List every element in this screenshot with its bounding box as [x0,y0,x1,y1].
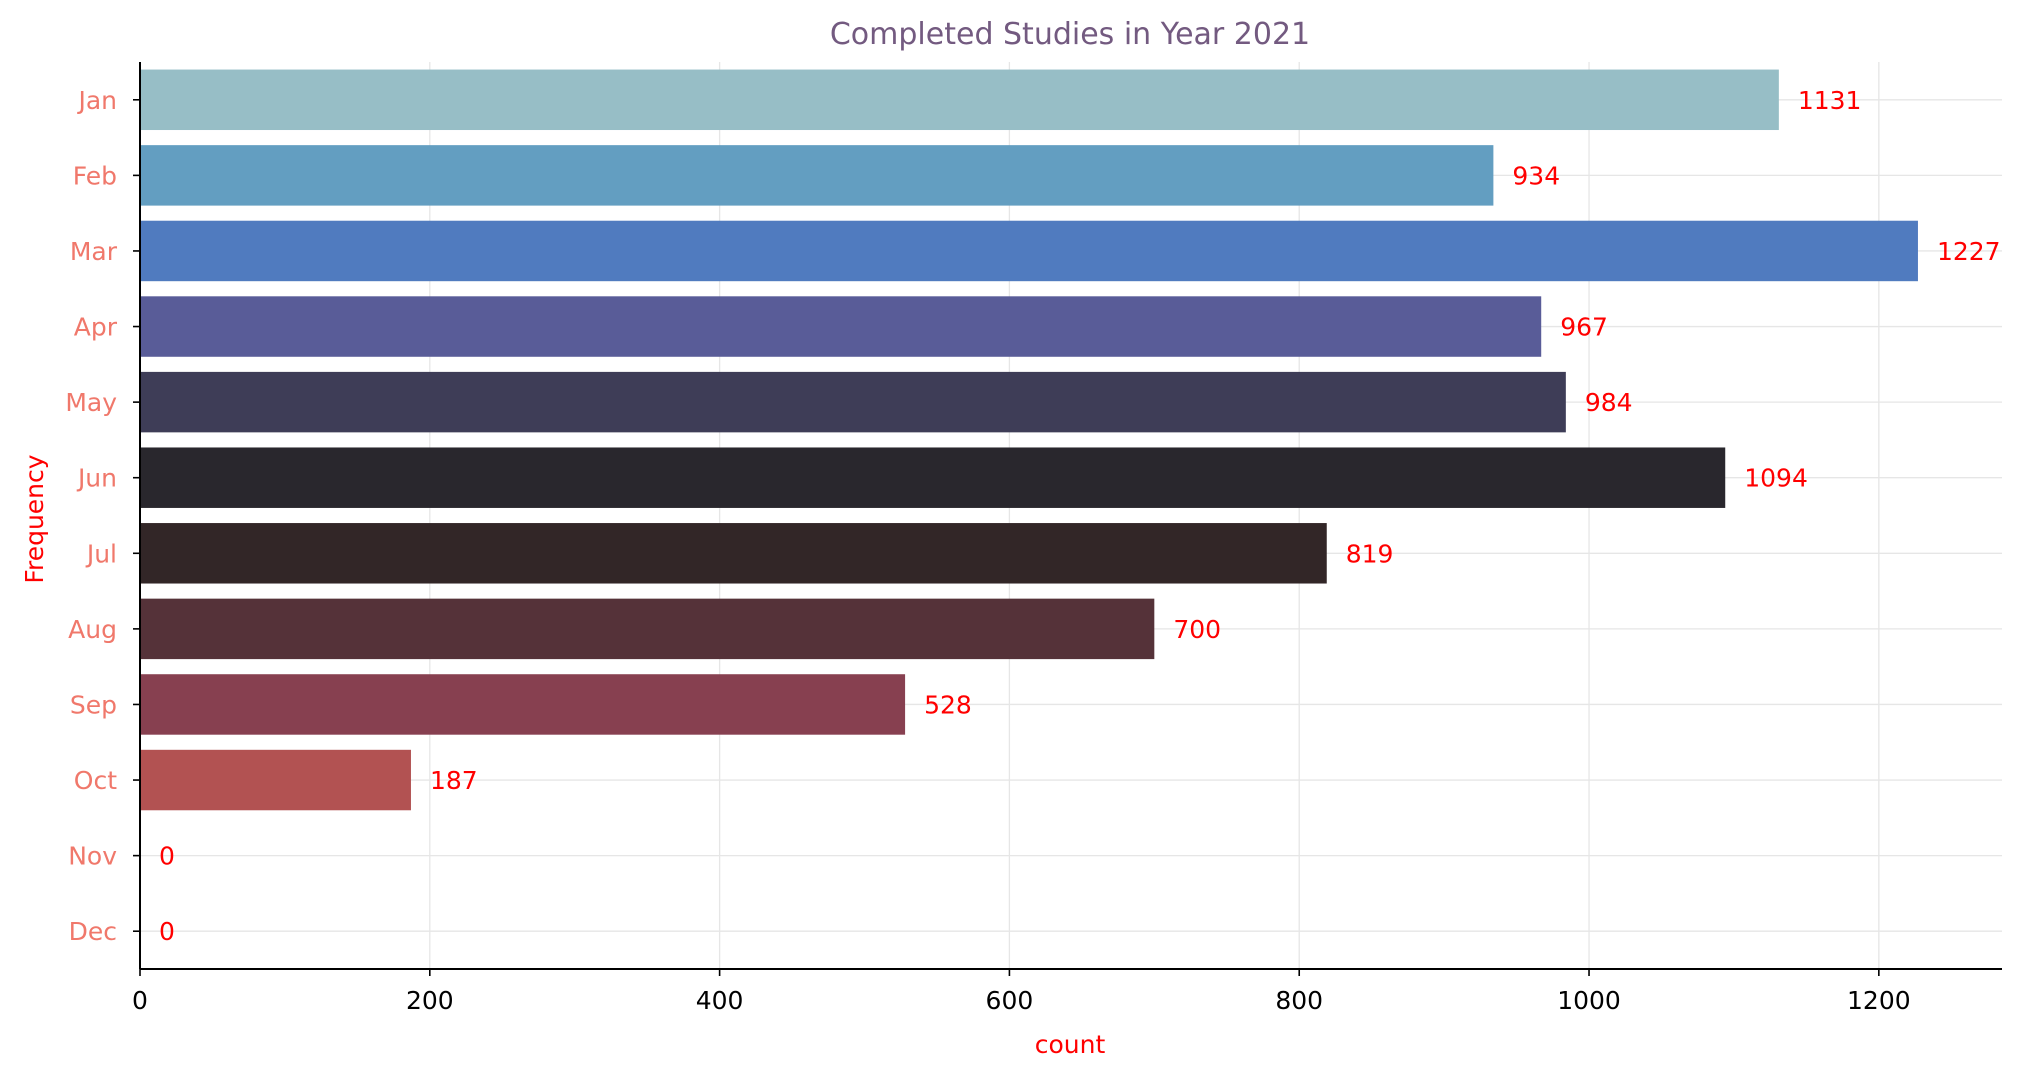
bar-may [140,371,1566,433]
x-tick-label: 200 [406,986,454,1015]
data-label-dec: 0 [159,917,175,946]
x-tick-label: 1200 [1847,986,1911,1015]
y-tick-label-nov: Nov [68,842,117,871]
y-tick-label-oct: Oct [74,766,117,795]
bars [140,69,1918,811]
tick-labels: Jan Feb Mar Apr May Jun Jul Aug Sep Oct Nov Dec 0 200… [65,86,1910,1015]
y-tick-label-apr: Apr [74,313,118,342]
axes [133,62,2002,976]
data-label-sep: 528 [924,690,972,719]
bar-feb [140,145,1494,206]
bar-jul [140,523,1327,584]
data-label-may: 984 [1585,388,1633,417]
data-label-apr: 967 [1560,313,1608,342]
x-tick-label: 400 [696,986,744,1015]
x-tick-label: 600 [986,986,1034,1015]
data-label-aug: 700 [1173,615,1221,644]
y-tick-label-dec: Dec [69,917,117,946]
x-tick-label: 800 [1275,986,1323,1015]
y-tick-label-aug: Aug [68,615,117,644]
data-label-jan: 1131 [1798,86,1862,115]
y-tick-label-jan: Jan [76,86,117,115]
bar-oct [140,749,411,811]
x-tick-label: 1000 [1557,986,1621,1015]
chart-title: Completed Studies in Year 2021 [830,17,1310,52]
bar-mar [140,220,1918,282]
data-label-feb: 934 [1512,161,1560,190]
bar-jun [140,447,1726,508]
data-label-jul: 819 [1346,539,1394,568]
y-tick-label-jul: Jul [85,539,117,568]
y-tick-label-sep: Sep [70,690,117,719]
data-label-oct: 187 [430,766,478,795]
y-tick-label-may: May [65,388,117,417]
data-label-mar: 1227 [1937,237,2001,266]
data-label-nov: 0 [159,842,175,871]
bar-apr [140,296,1542,357]
bar-jan [140,69,1779,131]
data-labels: 1131 934 1227 967 984 1094 819 700 528 187 0 0 [159,86,2001,946]
y-tick-label-jun: Jun [76,464,117,493]
y-tick-label-mar: Mar [70,237,118,266]
y-tick-label-feb: Feb [73,161,117,190]
y-axis-label: Frequency [20,454,49,583]
x-tick-label: 0 [132,986,148,1015]
data-label-jun: 1094 [1744,464,1808,493]
bar-aug [140,598,1155,660]
bar-sep [140,674,906,735]
x-axis-label: count [1035,1030,1106,1059]
